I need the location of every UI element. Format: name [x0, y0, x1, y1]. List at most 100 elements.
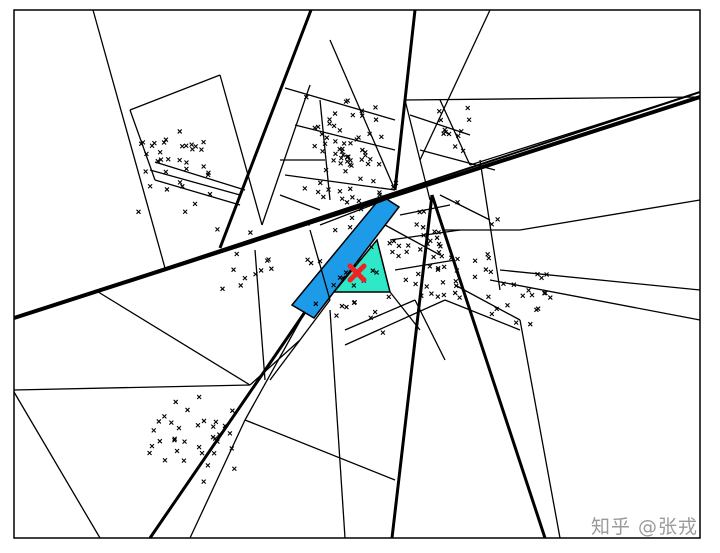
data-point-x-icon: [234, 251, 240, 257]
data-point-x-icon: [404, 249, 410, 255]
data-point-x-icon: [454, 268, 460, 273]
data-point-x-icon: [210, 424, 216, 430]
data-point-x-icon: [420, 224, 426, 230]
partition-line: [319, 199, 386, 226]
data-point-x-icon: [323, 167, 329, 173]
data-point-x-icon: [302, 185, 308, 191]
data-point-x-icon: [184, 160, 189, 165]
data-point-x-icon: [201, 164, 207, 169]
data-point-x-icon: [472, 274, 478, 280]
data-point-x-icon: [258, 268, 264, 273]
data-point-x-icon: [501, 281, 506, 287]
data-point-x-icon: [136, 209, 141, 215]
data-point-x-icon: [215, 227, 220, 232]
data-point-x-icon: [440, 280, 446, 285]
data-point-x-icon: [264, 258, 270, 263]
partition-line: [189, 419, 246, 539]
data-point-x-icon: [432, 229, 437, 235]
data-point-x-icon: [312, 143, 318, 149]
partition-line: [154, 161, 246, 191]
data-point-x-icon: [177, 129, 183, 134]
data-point-x-icon: [358, 176, 363, 182]
data-point-x-icon: [453, 278, 459, 284]
data-point-x-icon: [138, 141, 144, 147]
data-point-x-icon: [527, 321, 533, 327]
partition-line: [13, 391, 101, 539]
data-point-x-icon: [144, 151, 149, 157]
data-point-x-icon: [331, 282, 337, 288]
data-point-x-icon: [543, 290, 548, 296]
partition-line: [92, 9, 166, 269]
data-point-x-icon: [489, 221, 495, 227]
data-point-x-icon: [320, 148, 325, 154]
partition-line: [489, 279, 701, 321]
data-point-x-icon: [455, 256, 460, 262]
data-point-x-icon: [253, 271, 258, 277]
data-point-x-icon: [151, 427, 157, 433]
data-point-x-icon: [149, 143, 155, 149]
partition-line: [94, 289, 251, 386]
data-point-x-icon: [439, 253, 445, 259]
data-point-x-icon: [162, 457, 168, 463]
data-point-x-icon: [308, 260, 314, 266]
data-point-x-icon: [448, 255, 454, 261]
data-point-x-icon: [222, 423, 228, 429]
data-point-x-icon: [494, 306, 500, 312]
data-point-x-icon: [163, 137, 169, 143]
leaf-cell-blue: [290, 195, 401, 319]
partition-line: [148, 311, 307, 539]
data-point-x-icon: [332, 111, 338, 116]
data-point-x-icon: [351, 300, 357, 306]
data-point-x-icon: [177, 179, 183, 185]
partition-line: [244, 311, 306, 421]
partition-line: [269, 339, 301, 381]
data-point-x-icon: [177, 157, 183, 163]
data-point-x-icon: [213, 419, 219, 425]
data-point-x-icon: [183, 143, 189, 149]
data-point-x-icon: [347, 186, 353, 192]
data-point-x-icon: [162, 413, 167, 419]
partition-line: [519, 319, 561, 539]
data-point-x-icon: [436, 229, 441, 235]
data-point-x-icon: [164, 187, 170, 192]
data-point-x-icon: [339, 196, 345, 202]
partition-line: [219, 74, 263, 226]
partition-line: [439, 194, 491, 221]
data-point-x-icon: [337, 188, 343, 194]
data-point-x-icon: [379, 134, 384, 140]
partition-line: [319, 99, 331, 201]
data-point-x-icon: [387, 240, 393, 246]
data-point-x-icon: [337, 275, 343, 281]
data-point-x-icon: [315, 124, 321, 130]
data-point-x-icon: [390, 184, 396, 190]
data-point-x-icon: [172, 436, 178, 442]
data-point-x-icon: [205, 462, 211, 468]
partition-line: [389, 229, 461, 241]
data-point-x-icon: [173, 399, 179, 405]
partition-line: [384, 224, 441, 256]
partition-line: [439, 99, 471, 166]
data-point-x-icon: [174, 448, 180, 454]
partition-line: [294, 124, 396, 151]
data-point-x-icon: [242, 275, 248, 281]
partition-line: [254, 249, 266, 381]
data-point-x-icon: [344, 158, 350, 164]
data-point-x-icon: [324, 135, 330, 141]
data-point-x-icon: [231, 466, 237, 472]
data-point-x-icon: [424, 284, 430, 289]
partition-line: [154, 179, 241, 206]
data-point-x-icon: [181, 458, 187, 464]
data-point-x-icon: [529, 292, 535, 298]
data-point-x-icon: [489, 311, 495, 317]
partition-line: [13, 384, 251, 391]
data-point-x-icon: [414, 222, 420, 227]
partition-line: [13, 91, 701, 319]
data-point-x-icon: [390, 249, 395, 255]
data-point-x-icon: [157, 438, 163, 444]
data-point-x-icon: [331, 123, 337, 129]
data-point-x-icon: [370, 268, 376, 274]
partition-line: [218, 9, 313, 249]
data-point-x-icon: [372, 309, 378, 315]
data-point-x-icon: [338, 160, 344, 166]
data-point-x-icon: [147, 183, 153, 189]
